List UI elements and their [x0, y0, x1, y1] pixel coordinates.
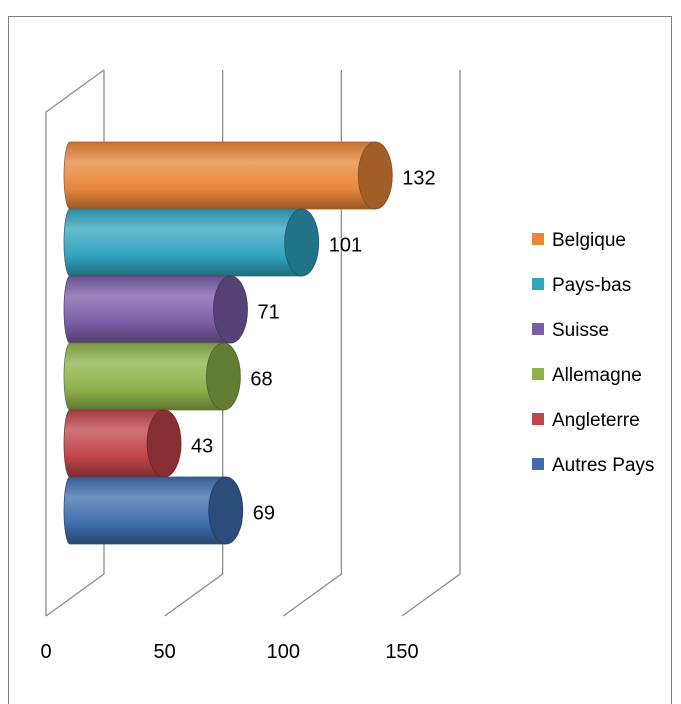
data-labels: 132 101 71 68 43 69 [191, 168, 436, 525]
legend-label: Autres Pays [552, 455, 654, 476]
x-tick-label: 50 [154, 641, 176, 663]
legend-label: Suisse [552, 320, 609, 341]
gridline [282, 70, 342, 617]
gridline [401, 70, 461, 617]
data-label: 69 [253, 503, 275, 525]
data-label: 71 [258, 302, 280, 324]
bar-cap [205, 342, 241, 411]
x-tick-label: 0 [40, 641, 51, 663]
bar-belgique [63, 141, 393, 210]
bar-cap [284, 208, 320, 277]
chart-bars [63, 141, 393, 545]
bar-pays-bas [63, 208, 320, 277]
legend-label: Belgique [552, 230, 626, 251]
bar-suisse [63, 275, 248, 344]
legend-label: Allemagne [552, 365, 642, 386]
chart-walls [45, 69, 461, 617]
x-tick-label: 150 [385, 641, 418, 663]
legend-swatch [532, 278, 544, 290]
legend-label: Angleterre [552, 410, 640, 431]
legend-swatch [532, 323, 544, 335]
legend-swatch [532, 458, 544, 470]
data-label: 132 [402, 168, 435, 190]
bar-cap [208, 476, 244, 545]
bar-cap [146, 409, 182, 478]
legend-swatch [532, 413, 544, 425]
bar-body [63, 476, 227, 545]
x-tick-label: 100 [267, 641, 300, 663]
chart-frame [8, 16, 672, 704]
legend-swatch [532, 233, 544, 245]
left-wall-edge [45, 69, 105, 616]
bar-angleterre [63, 409, 182, 478]
data-label: 68 [250, 369, 272, 391]
bar-allemagne [63, 342, 241, 411]
data-label: 101 [329, 235, 362, 257]
bar-autres-pays [63, 476, 244, 545]
data-label: 43 [191, 436, 213, 458]
bar-body [63, 275, 231, 344]
x-axis-ticks: 0 50 100 150 [40, 641, 418, 663]
bar-cap [213, 275, 248, 344]
bar-body [63, 141, 376, 210]
legend-label: Pays-bas [552, 275, 631, 296]
bar-body [63, 342, 224, 411]
legend-swatch [532, 368, 544, 380]
legend: Belgique Pays-bas Suisse Allemagne Angleterr… [532, 230, 654, 476]
bar-cap [357, 141, 393, 210]
bar-body [63, 208, 303, 277]
